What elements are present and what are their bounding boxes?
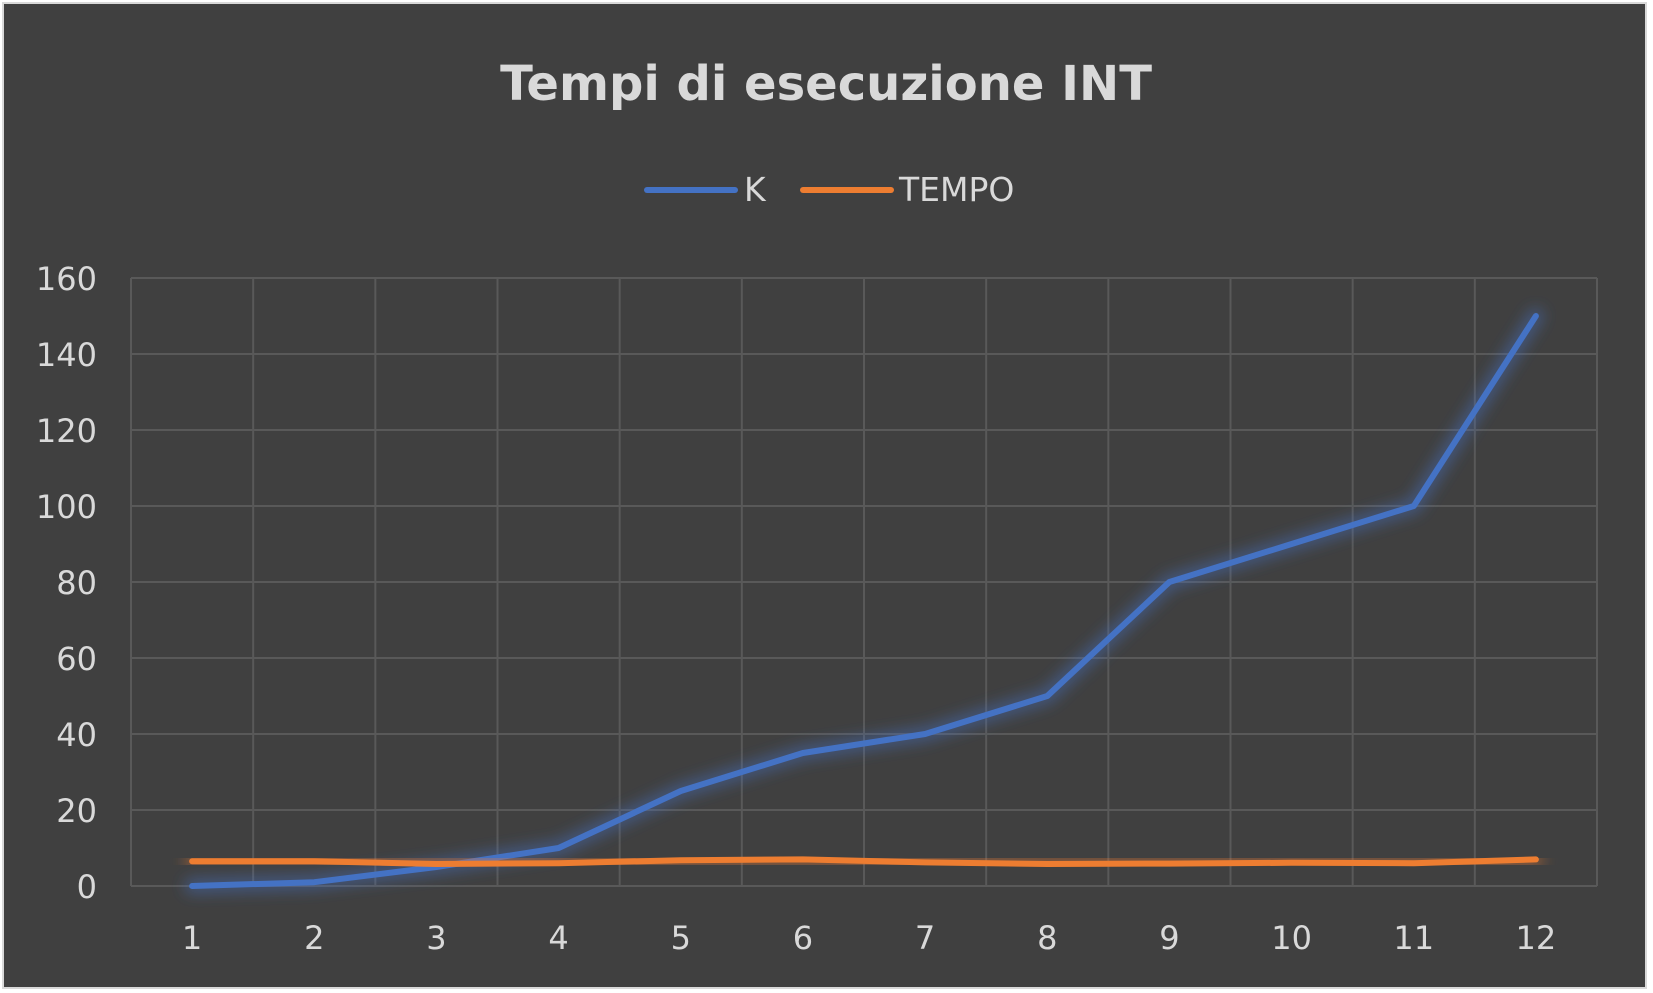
y-tick-label: 40 [56, 716, 97, 754]
series-layer [184, 308, 1544, 894]
x-tick-label: 1 [182, 919, 202, 957]
y-tick-label: 80 [56, 564, 97, 602]
y-axis-ticks: 0 20 40 60 80 100 120 140 160 [36, 260, 97, 906]
line-chart: Tempi di esecuzione INT K TEMPO 020406080… [36, 56, 1598, 957]
grid [130, 277, 1598, 887]
x-tick-label: 5 [671, 919, 691, 957]
x-tick-label: 10 [1271, 919, 1312, 957]
x-tick-label: 7 [915, 919, 935, 957]
legend-label-k: K [744, 170, 767, 209]
x-tick-label: 4 [548, 919, 568, 957]
y-tick-label: 20 [56, 792, 97, 830]
y-tick-label: 0 [77, 868, 97, 906]
x-tick-label: 11 [1393, 919, 1434, 957]
legend-label-tempo: TEMPO [898, 170, 1014, 209]
series-line-tempo [189, 856, 1539, 867]
y-tick-label: 100 [36, 488, 97, 526]
chart-title: Tempi di esecuzione INT [500, 56, 1152, 112]
y-tick-label: 140 [36, 336, 97, 374]
legend: K TEMPO [644, 170, 1014, 209]
x-tick-label: 12 [1516, 919, 1557, 957]
y-tick-label: 160 [36, 260, 97, 298]
x-axis-ticks: 1 2 3 4 5 6 7 8 9 10 11 12 [182, 919, 1556, 957]
y-tick-label: 60 [56, 640, 97, 678]
y-tick-label: 120 [36, 412, 97, 450]
x-tick-label: 6 [793, 919, 813, 957]
x-tick-label: 9 [1159, 919, 1179, 957]
x-tick-label: 3 [426, 919, 446, 957]
x-tick-label: 8 [1037, 919, 1057, 957]
x-tick-label: 2 [304, 919, 324, 957]
